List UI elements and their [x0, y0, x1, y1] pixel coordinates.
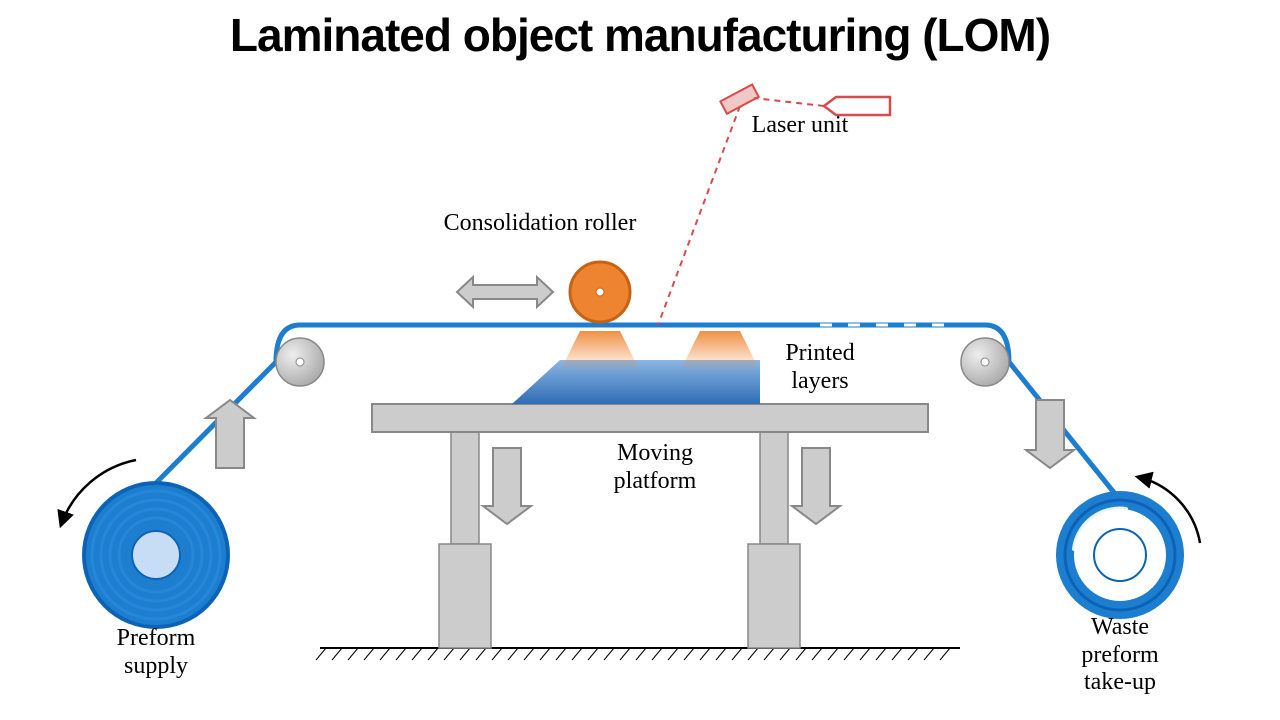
- label-printed: Printedlayers: [760, 340, 880, 395]
- lom-diagram: [0, 0, 1280, 720]
- label-roller: Consolidation roller: [395, 210, 685, 238]
- label-platform: Movingplatform: [580, 440, 730, 495]
- label-supply: Preformsupply: [86, 625, 226, 680]
- label-takeup: Wastepreformtake-up: [1050, 614, 1190, 697]
- label-laser-unit: Laser unit: [700, 112, 900, 140]
